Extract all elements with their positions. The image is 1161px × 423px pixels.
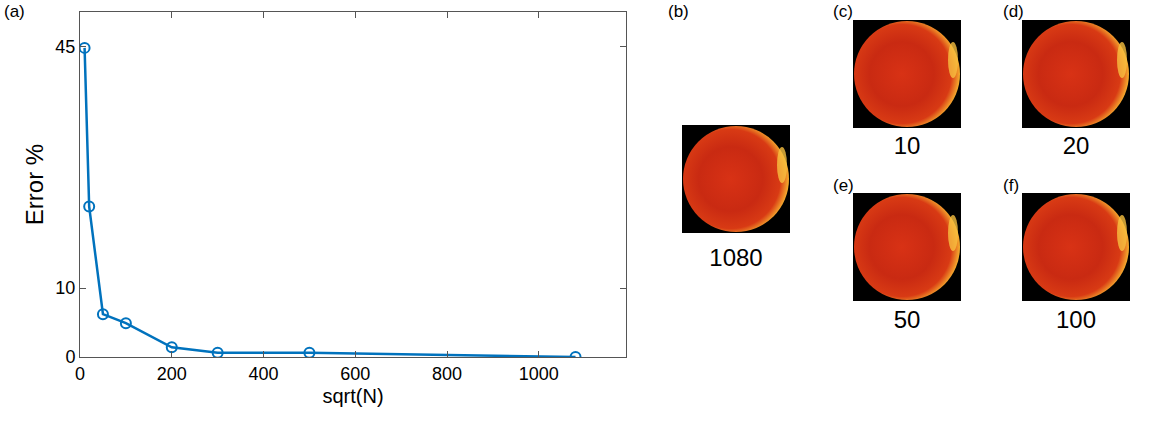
svg-text:sqrt(N): sqrt(N) — [322, 385, 383, 407]
svg-text:10: 10 — [55, 278, 75, 298]
svg-text:600: 600 — [340, 364, 370, 384]
html-text:20: 20 — [1062, 132, 1090, 159]
svg-text:0: 0 — [75, 364, 85, 384]
svg-text:200: 200 — [157, 364, 187, 384]
html-text:(f): (f) — [1003, 176, 1019, 195]
html-text:10: 10 — [893, 132, 921, 159]
html-text:(d): (d) — [1003, 2, 1024, 21]
html-text:(c): (c) — [833, 2, 853, 21]
html-text:(e): (e) — [833, 176, 854, 195]
html-text:100: 100 — [1056, 306, 1096, 333]
html-text:1080: 1080 — [709, 244, 763, 271]
svg-text:Error %: Error % — [21, 144, 48, 225]
html-text:50: 50 — [893, 306, 921, 333]
html-text:(a): (a) — [4, 2, 25, 21]
svg-text:400: 400 — [249, 364, 279, 384]
svg-text:800: 800 — [432, 364, 462, 384]
svg-text:45: 45 — [55, 37, 75, 57]
svg-text:1000: 1000 — [519, 364, 559, 384]
svg-text:0: 0 — [65, 347, 75, 367]
html-text:(b): (b) — [668, 2, 689, 21]
